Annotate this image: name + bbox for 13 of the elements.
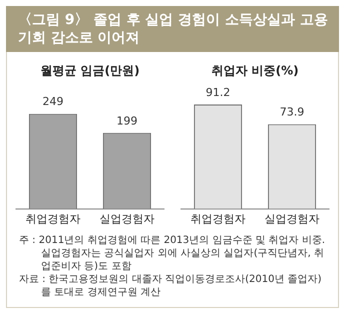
x-tick-label: 취업경험자	[25, 212, 80, 226]
text: 주 : 2011년의 취업경험에 따른 2013년의 임금수준 및 취업자 비중. 실업경험자는 공식실업자 외에 사실상의 실업자(구직단념자, 취업준비자 등)도 포함	[19, 234, 326, 273]
x-tick-label: 취업경험자	[190, 212, 246, 226]
data-label: 249	[42, 95, 64, 108]
chart-title: 〈그림 9〉 졸업 후 실업 경험이 소득상실과 고용기회 감소로 이어져	[6, 6, 339, 52]
x-tick-label: 실업경험자	[264, 212, 320, 226]
x-tick-label: 실업경험자	[99, 212, 154, 226]
data-label: 91.2	[206, 86, 230, 99]
text: 자료 : 한국고용정보원의 대졸자 직업이동경로조사(2010년 졸업자)를 토대로 경제연구원 계산	[19, 273, 323, 299]
chart-subtitle: 월평균 임금(만원)	[40, 63, 140, 78]
data-label: 199	[116, 114, 138, 128]
data-label: 73.9	[280, 106, 304, 119]
chart-title: 취업자 비중(%)	[212, 63, 299, 78]
